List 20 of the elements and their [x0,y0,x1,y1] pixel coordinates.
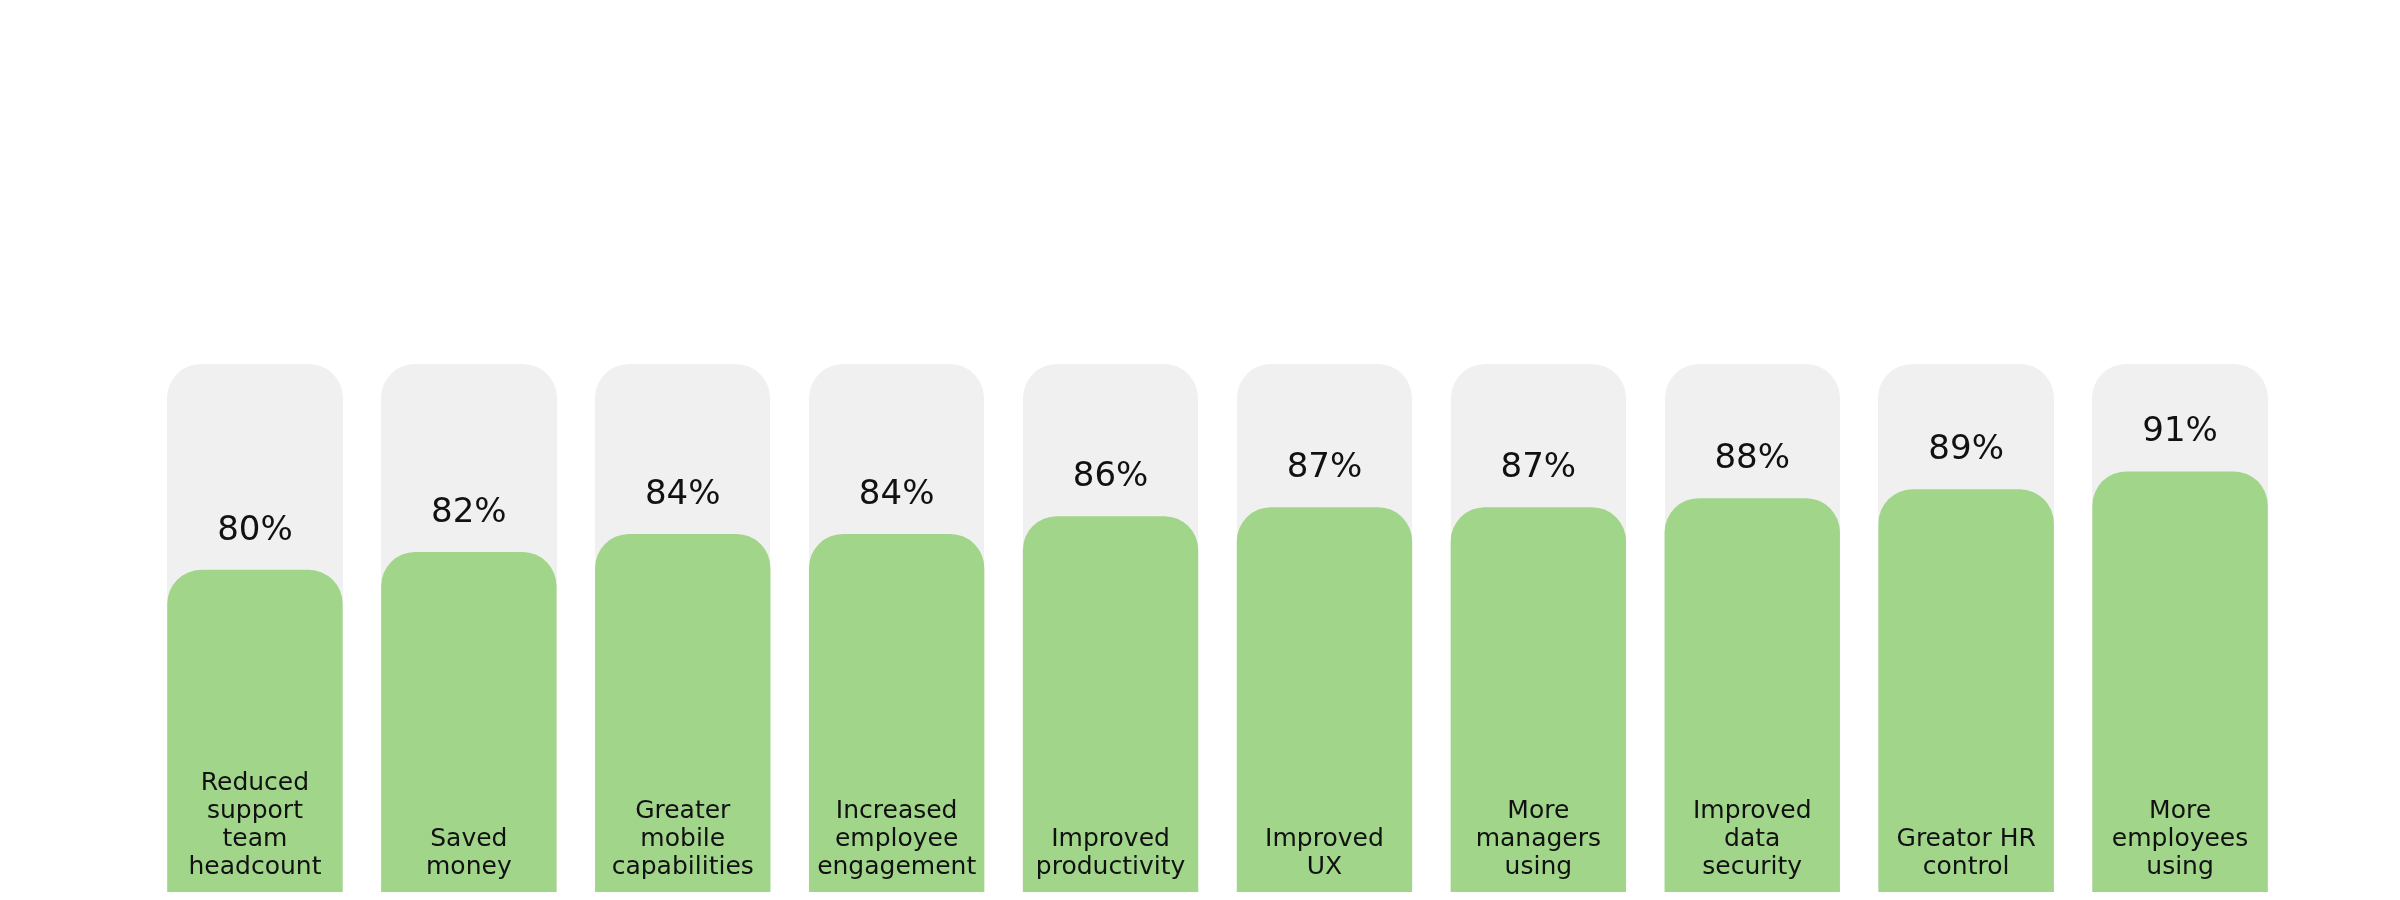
x-tick-label: Increased employee engagement [817,795,977,880]
data-label: 87% [1286,445,1363,486]
x-tick-label: Improved data security [1692,795,1812,880]
data-label: 84% [644,471,721,512]
data-label: 80% [217,507,293,548]
x-tick-label: More managers using [1475,795,1602,880]
x-tick-label: Reduced support team headcount [188,767,322,880]
x-tick-label: Improved productivity [1035,823,1186,880]
x-tick-label: Greator HR control [1896,823,2036,880]
x-tick-label: More employees using [2111,795,2249,880]
data-label: 89% [1928,427,2004,468]
data-label: 91% [2142,409,2218,450]
x-tick-label: Saved money [426,823,512,880]
data-label: 87% [1500,445,1577,486]
data-label: 88% [1714,436,1791,477]
data-label: 82% [431,489,507,530]
x-tick-label: Improved UX [1265,823,1384,880]
x-tick-label: Greater mobile capabilities [611,795,754,880]
data-label: 84% [858,471,935,512]
data-label: 86% [1072,453,1149,494]
